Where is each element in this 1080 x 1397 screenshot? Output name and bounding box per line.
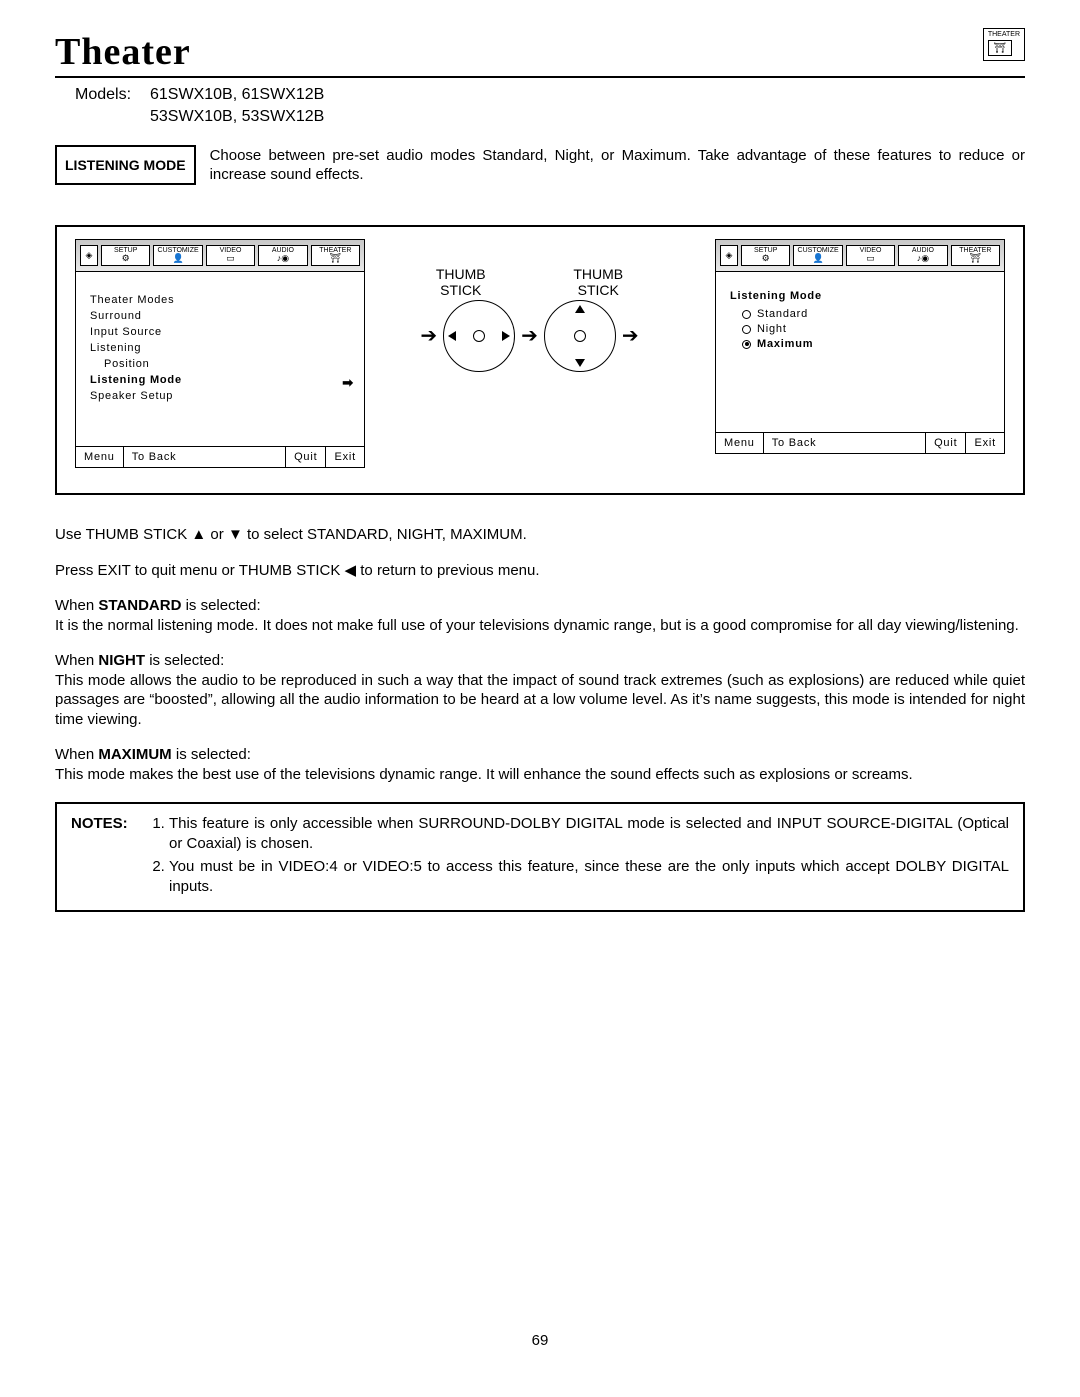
footer-menu: Menu — [716, 433, 764, 453]
page-number: 69 — [55, 1332, 1025, 1349]
triangle-left-icon: ◀ — [345, 562, 357, 579]
thumbstick-horizontal — [443, 300, 515, 372]
thumbstick-diagram: THUMB STICK THUMB STICK ➔ ➔ — [392, 267, 667, 372]
notes-list: This feature is only accessible when SUR… — [151, 814, 1009, 900]
triangle-right-icon — [502, 331, 510, 341]
page-title: Theater — [55, 30, 1025, 74]
triangle-up-icon — [575, 305, 585, 313]
tab-customize: CUSTOMIZE👤 — [793, 245, 842, 266]
title-underline — [55, 76, 1025, 78]
diagram-frame: ◈ SETUP⚙ CUSTOMIZE👤 VIDEO▭ AUDIO♪◉ THEAT… — [55, 225, 1025, 495]
corner-theater-icon: THEATER ⛩ — [983, 28, 1025, 61]
arrow-right-icon: ➔ — [420, 323, 437, 348]
instructions-block: Use THUMB STICK ▲ or ▼ to select STANDAR… — [55, 525, 1025, 784]
models-line-2: 53SWX10B, 53SWX12B — [150, 106, 324, 128]
thumb-label-1: THUMB STICK — [406, 267, 516, 298]
osd-panel-left: ◈ SETUP⚙ CUSTOMIZE👤 VIDEO▭ AUDIO♪◉ THEAT… — [75, 239, 365, 468]
tab-dot-icon: ◈ — [720, 245, 738, 266]
menu-item: Listening — [90, 342, 350, 354]
notes-label: NOTES: — [71, 814, 151, 900]
radio-filled-icon — [742, 340, 751, 349]
tab-audio: AUDIO♪◉ — [258, 245, 307, 266]
menu-item-selected: Listening Mode ➡ — [90, 374, 350, 386]
section-row: LISTENING MODE Choose between pre-set au… — [55, 145, 1025, 185]
footer-quit: Quit — [926, 433, 966, 453]
menu-item: Speaker Setup — [90, 390, 350, 402]
thumbstick-vertical — [544, 300, 616, 372]
osd-panel-right: ◈ SETUP⚙ CUSTOMIZE👤 VIDEO▭ AUDIO♪◉ THEAT… — [715, 239, 1005, 454]
option-night: Night — [730, 323, 990, 335]
triangle-up-icon: ▲ — [191, 526, 206, 543]
panel-left-footer: Menu To Back Quit Exit — [76, 446, 364, 467]
models-label: Models: — [75, 84, 150, 106]
tab-video: VIDEO▭ — [846, 245, 895, 266]
tab-video: VIDEO▭ — [206, 245, 255, 266]
panel-right-heading: Listening Mode — [730, 290, 990, 302]
notes-box: NOTES: This feature is only accessible w… — [55, 802, 1025, 912]
tab-setup: SETUP⚙ — [101, 245, 150, 266]
menu-item: Surround — [90, 310, 350, 322]
tabstrip-right: ◈ SETUP⚙ CUSTOMIZE👤 VIDEO▭ AUDIO♪◉ THEAT… — [716, 240, 1004, 272]
instruction-select: Use THUMB STICK ▲ or ▼ to select STANDAR… — [55, 525, 1025, 545]
models-line-1: 61SWX10B, 61SWX12B — [150, 84, 324, 106]
standard-heading: When STANDARD is selected: — [55, 596, 1025, 616]
option-maximum: Maximum — [730, 338, 990, 350]
menu-item: Theater Modes — [90, 294, 350, 306]
footer-exit: Exit — [966, 433, 1004, 453]
arrow-right-icon: ➔ — [622, 323, 639, 348]
option-standard: Standard — [730, 308, 990, 320]
thumb-label-2: THUMB STICK — [543, 267, 653, 298]
tabstrip-left: ◈ SETUP⚙ CUSTOMIZE👤 VIDEO▭ AUDIO♪◉ THEAT… — [76, 240, 364, 272]
triangle-down-icon — [575, 359, 585, 367]
footer-quit: Quit — [286, 447, 326, 467]
tab-customize: CUSTOMIZE👤 — [153, 245, 202, 266]
tab-dot-icon: ◈ — [80, 245, 98, 266]
note-item: You must be in VIDEO:4 or VIDEO:5 to acc… — [169, 857, 1009, 896]
tab-theater: THEATER⛩ — [311, 245, 360, 266]
panel-right-footer: Menu To Back Quit Exit — [716, 432, 1004, 453]
standard-body: It is the normal listening mode. It does… — [55, 616, 1025, 636]
section-description: Choose between pre-set audio modes Stand… — [210, 145, 1025, 185]
triangle-left-icon — [448, 331, 456, 341]
footer-menu: Menu — [76, 447, 124, 467]
corner-icon-label: THEATER — [988, 31, 1020, 38]
instruction-exit: Press EXIT to quit menu or THUMB STICK ◀… — [55, 561, 1025, 581]
tab-audio: AUDIO♪◉ — [898, 245, 947, 266]
night-body: This mode allows the audio to be reprodu… — [55, 671, 1025, 730]
night-heading: When NIGHT is selected: — [55, 651, 1025, 671]
menu-item: Input Source — [90, 326, 350, 338]
section-label: LISTENING MODE — [55, 145, 196, 185]
note-item: This feature is only accessible when SUR… — [169, 814, 1009, 853]
right-arrow-icon: ➡ — [342, 375, 354, 391]
maximum-body: This mode makes the best use of the tele… — [55, 765, 1025, 785]
maximum-heading: When MAXIMUM is selected: — [55, 745, 1025, 765]
theater-icon: ⛩ — [988, 40, 1012, 56]
menu-item: Position — [90, 358, 350, 370]
footer-back: To Back — [124, 447, 286, 467]
tab-setup: SETUP⚙ — [741, 245, 790, 266]
footer-exit: Exit — [326, 447, 364, 467]
models-block: Models: 61SWX10B, 61SWX12B 53SWX10B, 53S… — [75, 84, 1025, 127]
triangle-down-icon: ▼ — [228, 526, 243, 543]
radio-icon — [742, 310, 751, 319]
arrow-right-icon: ➔ — [521, 323, 538, 348]
footer-back: To Back — [764, 433, 926, 453]
panel-right-body: Listening Mode Standard Night Maximum — [716, 272, 1004, 432]
tab-theater: THEATER⛩ — [951, 245, 1000, 266]
radio-icon — [742, 325, 751, 334]
panel-left-body: Theater Modes Surround Input Source List… — [76, 272, 364, 446]
